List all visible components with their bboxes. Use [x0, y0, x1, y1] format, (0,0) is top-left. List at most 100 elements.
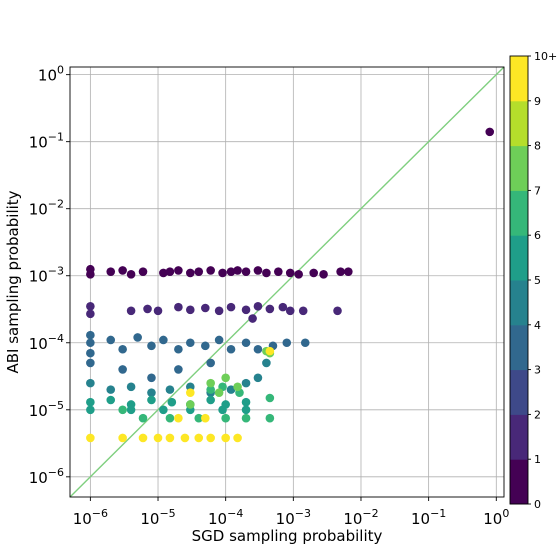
data-point [86, 405, 95, 415]
y-tick-label: 100 [38, 64, 64, 85]
data-point [218, 268, 227, 278]
data-point [147, 388, 156, 397]
data-point [253, 373, 263, 383]
data-point [185, 400, 195, 409]
data-point [159, 405, 168, 415]
colorbar-segment [510, 100, 528, 147]
data-point [201, 341, 210, 351]
data-point [174, 266, 183, 275]
data-point [265, 304, 275, 314]
data-point [138, 267, 148, 276]
data-point [333, 306, 342, 316]
data-point [126, 306, 136, 316]
data-point [344, 267, 353, 276]
data-point [253, 344, 263, 354]
data-points [86, 127, 495, 443]
data-point [298, 306, 308, 316]
data-point [165, 413, 175, 423]
data-point [233, 433, 242, 443]
data-point [226, 344, 236, 354]
data-point [86, 264, 95, 274]
data-point [143, 304, 152, 314]
data-point [253, 301, 263, 311]
data-point [86, 330, 95, 340]
colorbar-segment [510, 369, 528, 415]
data-point [194, 413, 204, 423]
y-tick-label: 10−1 [29, 131, 64, 152]
data-point [206, 266, 215, 275]
colorbar: 0 1 2 3 4 5 6 7 8 9 10+ [509, 50, 557, 511]
data-point [233, 382, 242, 392]
data-point [133, 333, 142, 342]
data-point [285, 268, 295, 278]
data-point [118, 405, 127, 415]
data-point [221, 413, 230, 423]
colorbar-tick-label: 8 [534, 140, 541, 153]
data-point [159, 335, 168, 345]
y-axis-label: ABI sampling probability [4, 190, 22, 373]
data-point [282, 338, 292, 348]
data-point [167, 397, 177, 407]
data-point [165, 385, 175, 394]
data-point [86, 301, 95, 311]
colorbar-segment [510, 235, 528, 281]
data-point [336, 267, 345, 276]
data-point [138, 413, 148, 423]
data-point [118, 365, 127, 374]
data-point [241, 405, 251, 415]
data-point [226, 385, 236, 394]
x-tick-label: 10−3 [276, 507, 311, 528]
x-axis-ticks: 10−6 10−5 10−4 10−3 10−2 10−1 100 [73, 497, 509, 528]
data-point [265, 346, 275, 356]
data-point [206, 385, 215, 394]
data-point [262, 268, 271, 278]
data-point [262, 358, 271, 368]
data-point [185, 305, 195, 315]
data-point [126, 270, 136, 279]
data-point [138, 433, 148, 443]
data-point [221, 433, 230, 443]
data-point [153, 306, 163, 316]
data-point [214, 306, 224, 316]
y-tick-label: 10−5 [29, 399, 64, 420]
x-tick-label: 10−2 [343, 507, 378, 528]
colorbar-tick-label: 5 [534, 274, 541, 287]
data-point [86, 433, 95, 443]
data-point [214, 335, 224, 345]
data-point [86, 378, 95, 388]
data-point [226, 267, 236, 276]
data-point [159, 268, 168, 278]
data-point [118, 344, 127, 354]
y-tick-label: 10−4 [29, 332, 64, 353]
data-point [174, 413, 183, 423]
data-point [126, 382, 136, 392]
data-point [221, 373, 230, 383]
data-point [153, 433, 163, 443]
data-point [206, 358, 215, 368]
data-point [319, 270, 328, 279]
colorbar-segment [510, 459, 528, 505]
data-point [218, 405, 227, 415]
colorbar-segment [510, 56, 528, 102]
data-point [309, 268, 318, 278]
data-point [194, 267, 204, 276]
colorbar-tick-label: 9 [534, 95, 541, 108]
x-tick-label: 10−6 [73, 507, 108, 528]
data-point [214, 388, 224, 397]
colorbar-tick-label: 3 [534, 364, 541, 377]
data-point [226, 302, 236, 312]
x-axis-label: SGD sampling probability [192, 527, 383, 545]
data-point [165, 433, 175, 443]
x-tick-label: 10−1 [411, 507, 446, 528]
data-point [241, 378, 251, 388]
data-point [274, 267, 283, 276]
data-point [206, 395, 215, 405]
data-point [265, 393, 275, 403]
data-point [118, 266, 127, 275]
data-point [86, 397, 95, 407]
data-point [86, 338, 95, 348]
data-point [206, 378, 215, 388]
x-tick-label: 10−4 [208, 507, 243, 528]
colorbar-segment [510, 145, 528, 191]
y-tick-label: 10−2 [29, 198, 64, 219]
